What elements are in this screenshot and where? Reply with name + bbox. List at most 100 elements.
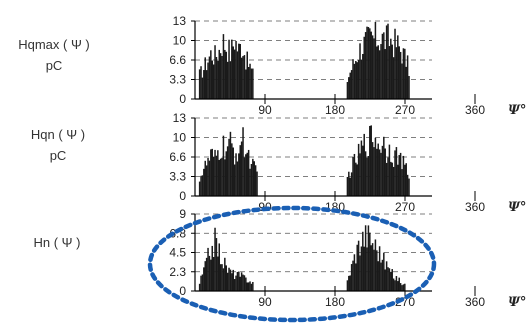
bar bbox=[231, 273, 233, 291]
bar bbox=[233, 164, 236, 196]
bar bbox=[240, 57, 243, 99]
bar bbox=[233, 49, 236, 99]
bar bbox=[218, 159, 220, 196]
bar bbox=[383, 136, 385, 196]
bar bbox=[250, 68, 253, 99]
bar bbox=[242, 127, 244, 196]
bar bbox=[245, 69, 247, 99]
bar bbox=[370, 31, 372, 100]
bar bbox=[378, 246, 381, 291]
bar bbox=[200, 275, 202, 291]
bar bbox=[397, 35, 399, 99]
bar bbox=[200, 66, 202, 99]
bar bbox=[388, 144, 391, 196]
bar bbox=[366, 26, 368, 99]
x-tick-label: 90 bbox=[258, 295, 272, 309]
bar bbox=[390, 38, 392, 99]
y-tick-label: 6.6 bbox=[169, 53, 186, 67]
bar bbox=[381, 259, 384, 291]
bar bbox=[376, 46, 378, 99]
bar bbox=[247, 149, 250, 196]
bar bbox=[211, 245, 213, 291]
bar bbox=[208, 160, 211, 196]
bar bbox=[226, 61, 229, 99]
bar bbox=[353, 63, 356, 99]
bar bbox=[239, 44, 241, 99]
bar bbox=[212, 156, 215, 196]
bar bbox=[353, 153, 356, 196]
bar bbox=[390, 161, 392, 196]
bar bbox=[371, 142, 374, 196]
bar bbox=[243, 55, 246, 99]
bar bbox=[364, 225, 367, 291]
bar bbox=[366, 157, 368, 196]
bar bbox=[399, 152, 402, 196]
bar bbox=[198, 283, 201, 291]
bar bbox=[238, 271, 240, 291]
bar bbox=[204, 160, 206, 196]
bar bbox=[402, 48, 405, 99]
bar bbox=[346, 82, 349, 99]
bar bbox=[394, 150, 396, 196]
bar bbox=[402, 155, 405, 196]
bar bbox=[224, 257, 226, 291]
bar bbox=[224, 159, 226, 196]
y-tick-label: 10 bbox=[173, 34, 187, 48]
bar bbox=[395, 276, 398, 291]
bar bbox=[369, 125, 371, 196]
bar bbox=[201, 77, 204, 99]
bar bbox=[249, 281, 251, 291]
bar bbox=[200, 175, 202, 196]
bar bbox=[352, 260, 354, 291]
bar bbox=[204, 261, 206, 291]
bar bbox=[205, 257, 208, 291]
bar bbox=[359, 43, 361, 99]
panel-1: Hqmax ( Ψ ) pC 13 10 6.6 3.3 0 90 180 270 360 Ψ° bbox=[18, 14, 526, 118]
bar bbox=[210, 149, 212, 196]
bar bbox=[380, 262, 382, 291]
bar bbox=[205, 70, 208, 99]
x-axis-unit: Ψ° bbox=[508, 295, 526, 310]
bar bbox=[243, 275, 246, 291]
y-tick-label: 0 bbox=[179, 92, 186, 106]
bar bbox=[236, 161, 239, 196]
bar bbox=[238, 153, 240, 196]
bar bbox=[388, 46, 391, 99]
x-tick-label: 180 bbox=[325, 295, 345, 309]
bar bbox=[362, 53, 364, 99]
bar bbox=[226, 146, 229, 196]
y-axis-unit: pC bbox=[46, 58, 63, 73]
bar bbox=[240, 141, 243, 196]
bar bbox=[380, 44, 382, 99]
bar bbox=[398, 277, 400, 291]
bar bbox=[406, 55, 409, 99]
x-axis-unit: Ψ° bbox=[508, 103, 526, 118]
y-tick-label: 3.3 bbox=[169, 170, 186, 184]
bar bbox=[394, 280, 396, 291]
bar bbox=[247, 66, 250, 99]
bar bbox=[405, 163, 407, 196]
y-tick-label: 13 bbox=[173, 14, 187, 28]
bar bbox=[355, 263, 357, 291]
bar bbox=[221, 55, 223, 99]
bar bbox=[217, 60, 219, 99]
bar bbox=[203, 70, 205, 99]
x-tick-label: 360 bbox=[465, 200, 485, 214]
bar bbox=[397, 281, 399, 291]
bar bbox=[245, 154, 247, 196]
bar bbox=[348, 77, 350, 99]
bar bbox=[247, 282, 250, 291]
bar bbox=[226, 272, 229, 291]
bar bbox=[349, 72, 351, 99]
bar bbox=[387, 157, 389, 196]
bar bbox=[399, 51, 402, 99]
bar bbox=[212, 64, 215, 99]
bar bbox=[378, 50, 381, 99]
bar bbox=[356, 244, 358, 291]
bar bbox=[229, 131, 232, 196]
bar bbox=[242, 56, 244, 99]
bar bbox=[215, 155, 218, 196]
bar bbox=[370, 245, 372, 291]
bar bbox=[211, 60, 213, 99]
